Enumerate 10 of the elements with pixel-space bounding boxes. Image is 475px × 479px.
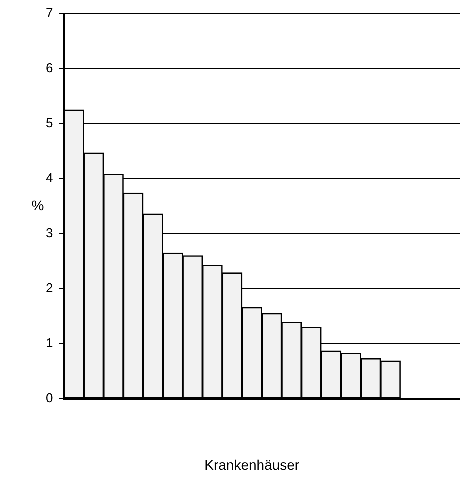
y-tick-label: 5: [46, 115, 54, 130]
x-axis-title: Krankenhäuser: [204, 456, 300, 473]
y-tick-label: 6: [46, 60, 54, 76]
y-axis-title: %: [32, 197, 44, 214]
y-tick-label: 4: [46, 170, 54, 186]
y-tick-label: 7: [46, 5, 54, 20]
y-tick-label: 0: [46, 390, 54, 406]
y-tick-label: 3: [46, 225, 54, 240]
y-tick-label: 1: [46, 336, 54, 351]
y-tick-label: 2: [46, 280, 54, 296]
